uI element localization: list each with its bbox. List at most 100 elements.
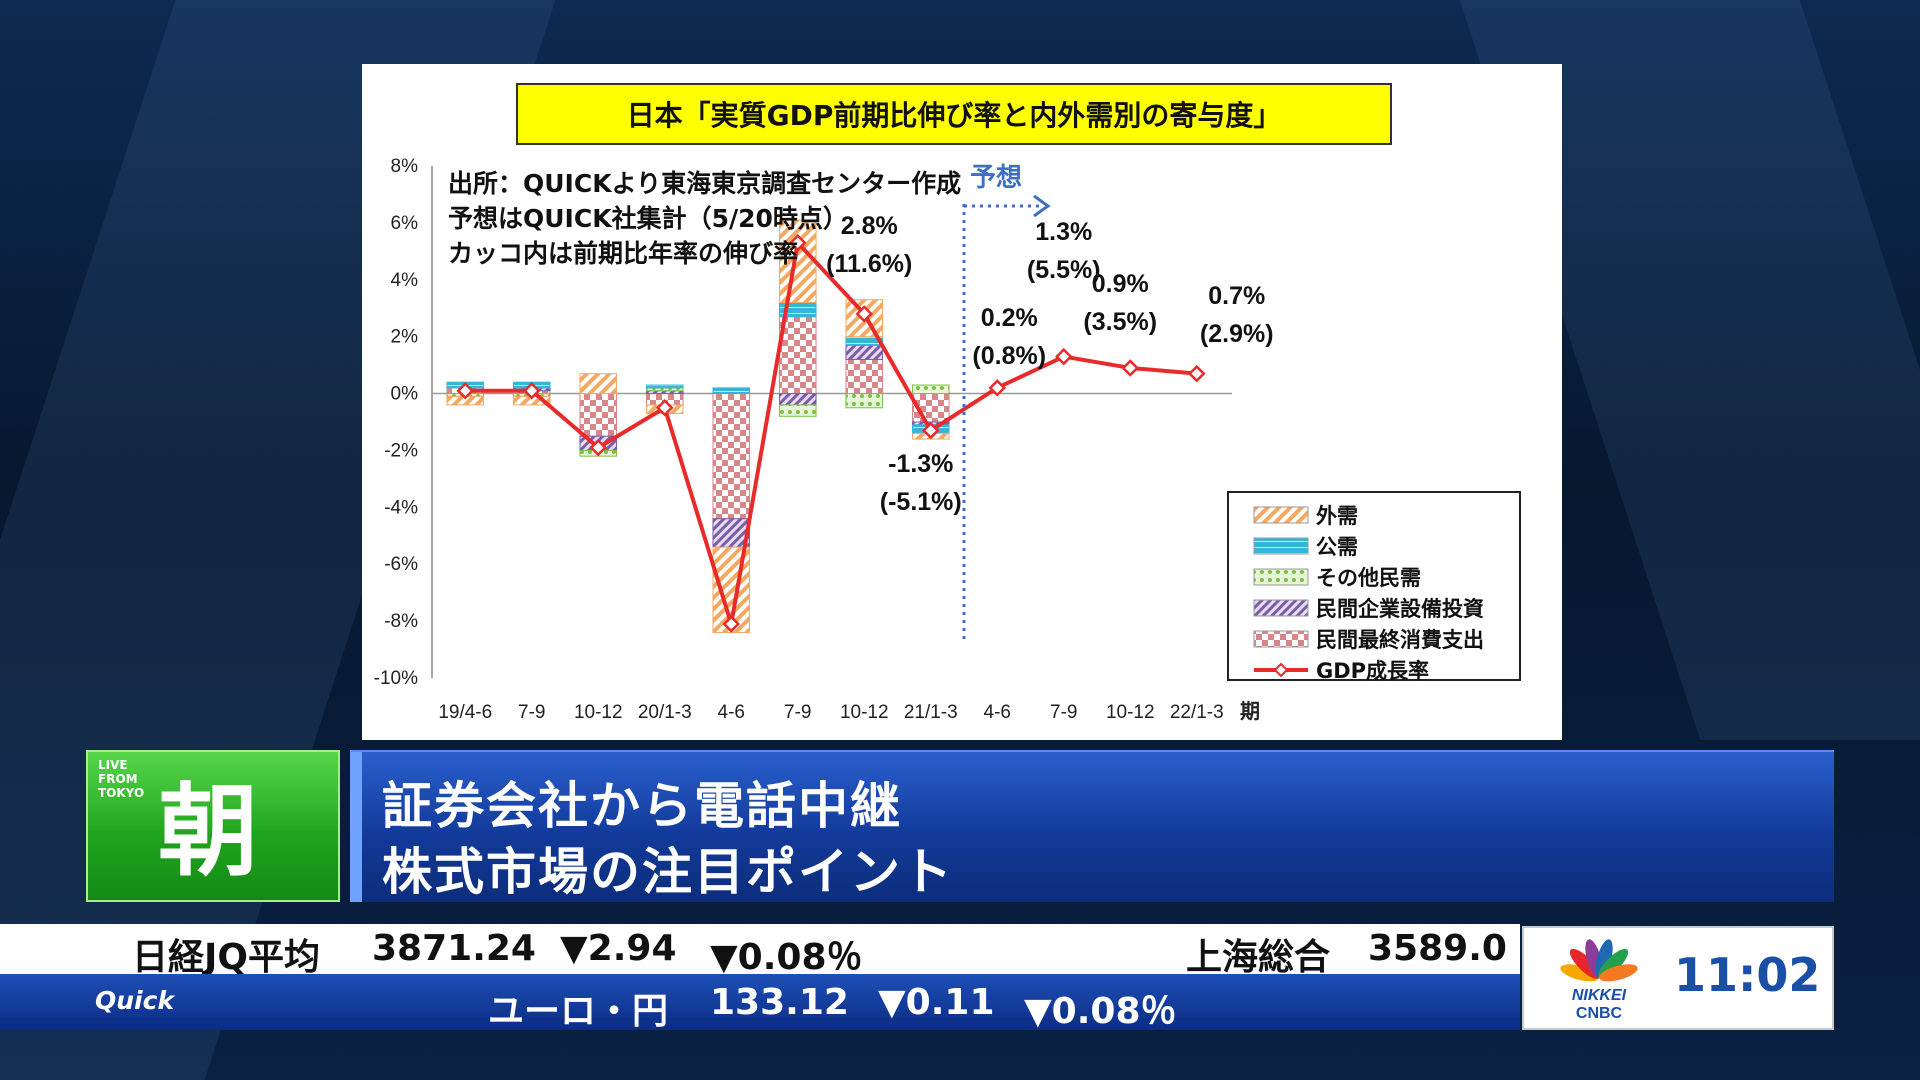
headline-banner: 証券会社から電話中継 株式市場の注目ポイント	[350, 750, 1834, 902]
fx-change: ▼0.11	[878, 982, 995, 1023]
fx-value: 133.12	[710, 982, 849, 1023]
gdp-point	[655, 399, 674, 417]
legend-label: 外需	[1316, 504, 1358, 528]
annotation-growth: 2.8%	[841, 212, 898, 240]
broadcaster-box: NIKKEI CNBC 11:02	[1522, 926, 1834, 1030]
x-tick-label: 21/1-3	[904, 702, 958, 723]
index1-value: 3871.24	[372, 928, 536, 969]
gdp-point	[1187, 364, 1206, 383]
x-tick-label: 4-6	[984, 702, 1011, 723]
bar-segment	[579, 393, 618, 437]
gdp-point	[788, 234, 807, 252]
y-tick-label: -4%	[384, 497, 418, 518]
gdp-point	[722, 615, 741, 633]
legend-label: その他民需	[1316, 566, 1421, 590]
logo-nikkei-text: NIKKEI	[1572, 987, 1627, 1004]
live-from-tokyo-badge: LIVE FROM TOKYO 朝	[86, 750, 340, 902]
index2-name: 上海総合	[1186, 937, 1331, 978]
bar-segment	[845, 358, 884, 395]
logo-cnbc-text: CNBC	[1576, 1005, 1623, 1022]
program-kanji: 朝	[158, 773, 258, 890]
legend-swatch	[1253, 568, 1309, 586]
fx-name: ユーロ・円	[488, 991, 669, 1032]
headline-accent-bar	[350, 752, 362, 902]
gdp-chart: 8% 6% 4% 2% 0% -2% -4% -6% -8% -10% 19/4-6 7-9 10-12…	[374, 156, 1521, 723]
legend-swatch	[1253, 537, 1309, 555]
chart-panel: 8% 6% 4% 2% 0% -2% -4% -6% -8% -10% 19/4-6 7-9 10-12…	[362, 64, 1562, 740]
x-tick-label: 7-9	[1050, 702, 1077, 723]
fx-pct: ▼0.08％	[1024, 991, 1177, 1032]
chart-note-forecast: 予想はQUICK社集計（5/20時点）	[448, 204, 848, 233]
legend-swatch	[1253, 599, 1309, 617]
x-tick-label: 4-6	[718, 702, 745, 723]
x-tick-label: 19/4-6	[438, 702, 492, 723]
headline-line-2: 株式市場の注目ポイント	[382, 843, 954, 901]
chart-title: 日本「実質GDP前期比伸び率と内外需別の寄与度」	[516, 83, 1392, 145]
legend-swatch	[1253, 630, 1309, 648]
legend-label: 民間企業設備投資	[1316, 597, 1484, 621]
annotation-annualized: (5.5%)	[1027, 256, 1101, 284]
x-tick-label: 10-12	[840, 702, 889, 723]
bar-segment	[778, 393, 817, 406]
gdp-point	[921, 421, 940, 440]
bar-segment	[645, 384, 684, 389]
forecast-arrow-head	[1033, 194, 1051, 218]
x-tick-label: 10-12	[1106, 702, 1155, 723]
bar-segment	[778, 316, 817, 395]
y-tick-label: 4%	[391, 270, 419, 291]
x-tick-label: 22/1-3	[1170, 702, 1224, 723]
bar-segment	[579, 373, 618, 395]
legend-label: 公需	[1316, 535, 1358, 559]
index1-pct: ▼0.08％	[710, 937, 863, 978]
y-tick-label: 2%	[391, 327, 419, 348]
nikkei-cnbc-logo: NIKKEI CNBC	[1560, 939, 1638, 1022]
legend-marker	[1273, 662, 1289, 678]
chart-note-annualized: カッコ内は前期比年率の伸び率	[448, 239, 799, 268]
chart-note-source: 出所：QUICKより東海東京調査センター作成	[448, 169, 962, 198]
annotation-annualized: (3.5%)	[1083, 308, 1157, 336]
x-tick-label: 7-9	[784, 702, 811, 723]
legend-label: 民間最終消費支出	[1316, 628, 1484, 652]
gdp-point	[589, 438, 608, 457]
bar-segment	[712, 393, 751, 520]
live-label: LIVE	[98, 758, 128, 772]
y-tick-label: -10%	[374, 668, 418, 689]
legend-label: GDP成長率	[1316, 659, 1429, 683]
forecast-label: 予想	[970, 163, 1022, 193]
y-tick-label: 6%	[391, 213, 419, 234]
gdp-point	[522, 381, 541, 400]
index1-change: ▼2.94	[560, 928, 677, 969]
x-tick-label: 20/1-3	[638, 702, 692, 723]
annotation-growth: 0.9%	[1092, 270, 1149, 298]
annotation-growth: 1.3%	[1035, 218, 1092, 246]
x-tick-label: 7-9	[518, 702, 545, 723]
bar-segment	[778, 404, 817, 417]
annotation-growth: 0.2%	[981, 304, 1038, 332]
quick-logo: Quick	[95, 986, 175, 1015]
bar-segment	[845, 393, 884, 409]
from-label: FROM	[98, 772, 138, 786]
gdp-growth-line	[465, 240, 1197, 626]
bar-segment	[845, 344, 884, 360]
annotation-annualized: (11.6%)	[826, 250, 912, 278]
y-tick-label: 0%	[391, 384, 419, 405]
annotation-annualized: (2.9%)	[1200, 320, 1274, 348]
gdp-point	[1121, 359, 1140, 377]
y-tick-label: -8%	[384, 611, 418, 632]
tokyo-label: TOKYO	[98, 786, 145, 800]
gdp-point	[1054, 347, 1073, 366]
x-unit-label: 期	[1240, 699, 1260, 723]
gdp-point	[855, 305, 874, 323]
annotation-growth: 0.7%	[1208, 282, 1265, 310]
legend-swatch	[1253, 506, 1309, 524]
annotation-annualized: (0.8%)	[972, 342, 1046, 370]
gdp-point	[988, 379, 1007, 397]
headline-line-1: 証券会社から電話中継	[382, 777, 902, 835]
clock: 11:02	[1674, 948, 1821, 1002]
y-tick-label: -6%	[384, 554, 418, 575]
index1-name: 日経JQ平均	[132, 937, 320, 978]
y-tick-label: -2%	[384, 440, 418, 461]
ticker-bottom-row: Quick ユーロ・円 133.12 ▼0.11 ▼0.08％	[0, 974, 1520, 1032]
ticker-top-row: 日経JQ平均 3871.24 ▼2.94 ▼0.08％ 上海総合 3589.0	[0, 924, 1520, 978]
bar-segment	[911, 384, 950, 395]
